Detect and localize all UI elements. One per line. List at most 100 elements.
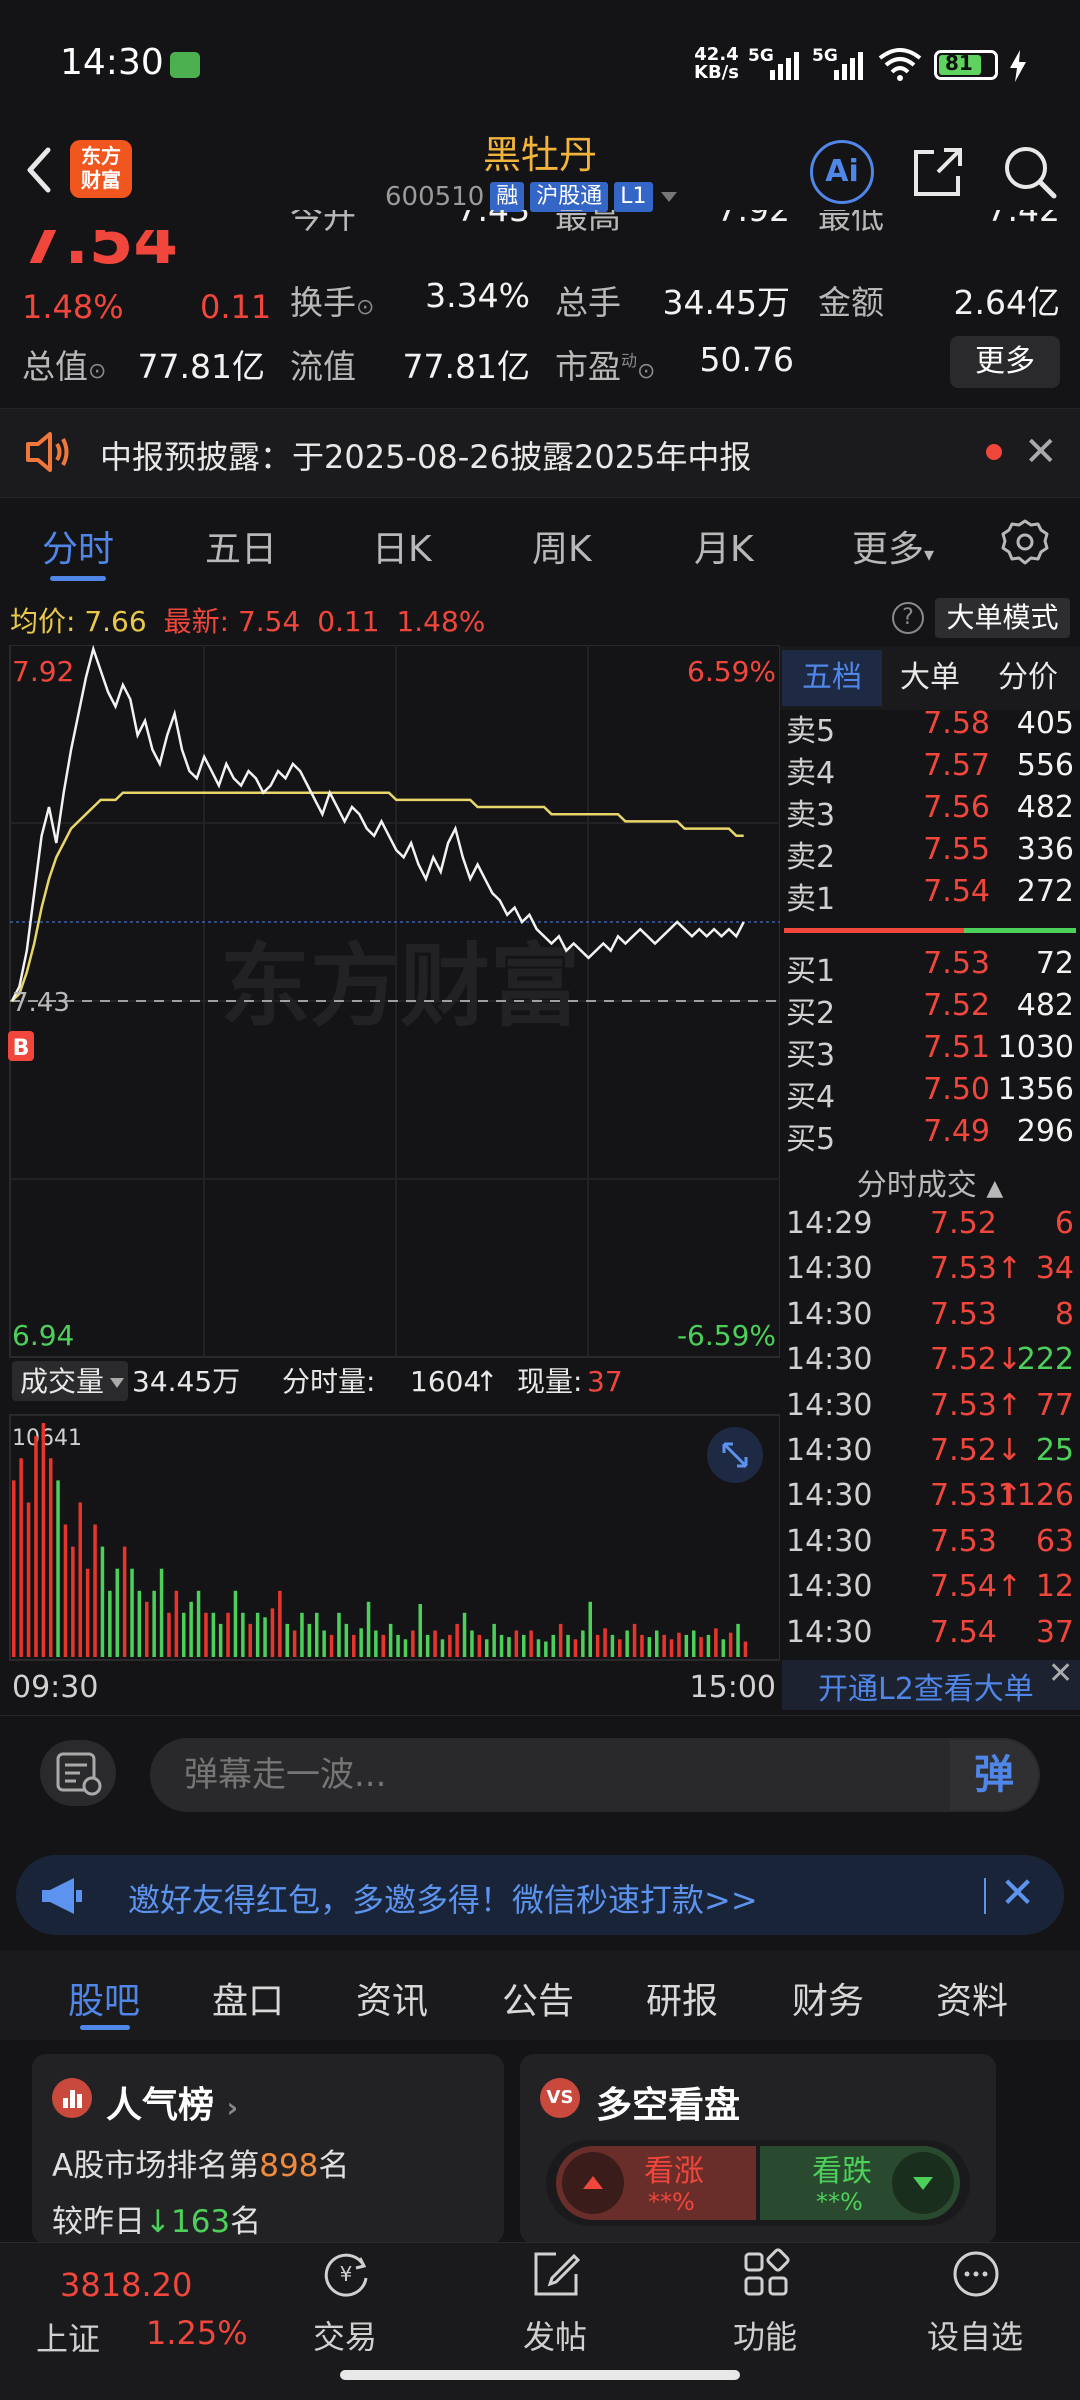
ask-label: 卖3 [786,798,836,833]
close-icon[interactable]: ✕ [1024,429,1058,475]
trade-price: 7.53 [930,1523,997,1559]
big-order-mode-button[interactable]: 大单模式 [935,598,1070,638]
stock-name[interactable]: 黑牡丹 [482,133,597,177]
more-quote-button[interactable]: 更多 [950,336,1060,388]
tab-price-distribution[interactable]: 分价 [998,660,1058,695]
edit-icon [534,2252,581,2296]
bearish-button[interactable] [892,2152,954,2214]
tab-forum[interactable]: 股吧 [68,1981,141,2022]
help-icon[interactable]: ? [892,602,924,634]
volume-label: 总手 [555,283,621,322]
volume-bar [63,1524,68,1657]
bid-row[interactable]: 买2 7.52 482 [782,988,1078,1031]
bid-row[interactable]: 买5 7.49 296 [782,1114,1078,1157]
volume-bar [26,1502,31,1657]
tab-weekly-k[interactable]: 周K [532,529,592,570]
stock-code-row[interactable]: 600510 融 沪股通 L1 [385,182,679,212]
volume-bar [159,1568,164,1657]
tab-news[interactable]: 资讯 [356,1981,429,2022]
trade-price: 7.54↑ [930,1569,1022,1605]
bid-price: 7.50 [923,1072,990,1107]
ask-row[interactable]: 卖2 7.55 336 [782,832,1078,875]
trade-row: 14:30 7.53 8 [782,1297,1078,1342]
amount-value: 2.64亿 [953,283,1060,322]
danmaku-toggle-button[interactable]: 弹 [950,1740,1038,1810]
trades-header[interactable]: 分时成交 ▲ [856,1168,1004,1203]
bid-label: 买2 [786,996,836,1031]
volume-bar [167,1612,171,1657]
tab-five-day[interactable]: 五日 [205,529,278,570]
trade-volume: 222 [1016,1342,1074,1378]
index-percent[interactable]: 1.25% [146,2314,248,2352]
volume-bar [544,1641,548,1657]
tab-research[interactable]: 研报 [646,1981,719,2022]
promo-text[interactable]: 邀好友得红包，多邀多得！微信秒速打款>> [128,1881,758,1919]
intraday-chart[interactable]: 东方财富 7.92 6.94 6.59% -6.59% 7.43 B 成交量 3… [0,645,780,1715]
active-tab-indicator [50,576,106,581]
popularity-title[interactable]: 人气榜 › [106,2085,239,2126]
tab-monthly-k[interactable]: 月K [694,529,754,570]
eastmoney-logo[interactable]: 东方 财富 [70,140,132,198]
volume-bar [699,1637,703,1657]
trade-volume: 37 [1035,1614,1074,1650]
svg-text:B: B [13,1036,30,1061]
share-icon[interactable] [908,142,968,202]
danmaku-input[interactable] [150,1738,1040,1812]
volume-bar [85,1568,90,1657]
buy-marker[interactable]: B [8,1031,34,1061]
bullish-button[interactable] [562,2152,624,2214]
volume-bar [329,1634,334,1657]
volume-bar [196,1590,201,1657]
l2-upsell-bar[interactable] [782,1660,1080,1710]
network-speed: 42.4 KB/s [694,44,739,83]
tab-more[interactable]: 更多▾ [852,529,935,570]
danmaku-settings-button[interactable] [40,1740,116,1806]
trade-time: 14:29 [786,1206,873,1241]
gear-icon[interactable] [1000,518,1050,568]
expand-icon[interactable] [707,1427,763,1483]
ask-row[interactable]: 卖3 7.56 482 [782,790,1078,833]
home-indicator[interactable] [340,2370,740,2380]
volume-bar [655,1630,659,1657]
tab-financials[interactable]: 财务 [792,1981,865,2022]
back-arrow-icon[interactable] [18,140,58,200]
search-icon[interactable] [1000,142,1060,202]
volume-bar [566,1634,570,1657]
notice-text[interactable]: 中报预披露：于2025-08-26披露2025年中报 [100,438,752,476]
tab-daily-k[interactable]: 日K [372,529,432,570]
ai-assistant-icon[interactable]: Ai [810,140,874,204]
close-icon[interactable]: ✕ [1000,1868,1036,1917]
tab-five-levels[interactable]: 五档 [782,650,882,706]
nav-trade[interactable]: ¥ 交易 [280,2248,410,2356]
tab-announcements[interactable]: 公告 [502,1981,575,2022]
volume-bar [122,1546,127,1657]
volume-bars [12,1423,748,1657]
nav-post[interactable]: 发帖 [490,2248,620,2356]
trade-time: 14:30 [786,1251,873,1287]
volume-total: 34.45万 [132,1365,240,1398]
nav-functions[interactable]: 功能 [700,2248,830,2356]
volume-bar [425,1634,430,1657]
nav-set-watchlist[interactable]: 设自选 [910,2248,1040,2356]
tab-big-orders[interactable]: 大单 [900,660,960,695]
bid-row[interactable]: 买3 7.51 1030 [782,1030,1078,1073]
ask-row[interactable]: 卖4 7.57 556 [782,748,1078,791]
ask-label: 卖4 [786,756,836,791]
index-name[interactable]: 上证 [36,2320,101,2358]
popularity-card[interactable] [32,2054,504,2244]
tab-profile[interactable]: 资料 [936,1981,1009,2022]
tab-orderbook[interactable]: 盘口 [212,1981,285,2022]
notice-bar[interactable] [0,408,1080,498]
ask-row[interactable]: 卖5 7.58 405 [782,706,1078,749]
current-price: 7.54 [20,205,178,279]
promo-banner[interactable] [16,1855,1064,1935]
ask-row[interactable]: 卖1 7.54 272 [782,874,1078,917]
close-icon[interactable]: ✕ [1048,1656,1074,1691]
trade-row: 14:30 7.52↓ 25 [782,1433,1078,1478]
tab-intraday[interactable]: 分时 [42,529,115,570]
bid-row[interactable]: 买1 7.53 72 [782,946,1078,989]
bid-row[interactable]: 买4 7.50 1356 [782,1072,1078,1115]
l2-upsell-text[interactable]: 开通L2查看大单 [818,1672,1034,1707]
index-value[interactable]: 3818.20 [60,2266,193,2304]
wechat-notification-icon [170,52,200,78]
